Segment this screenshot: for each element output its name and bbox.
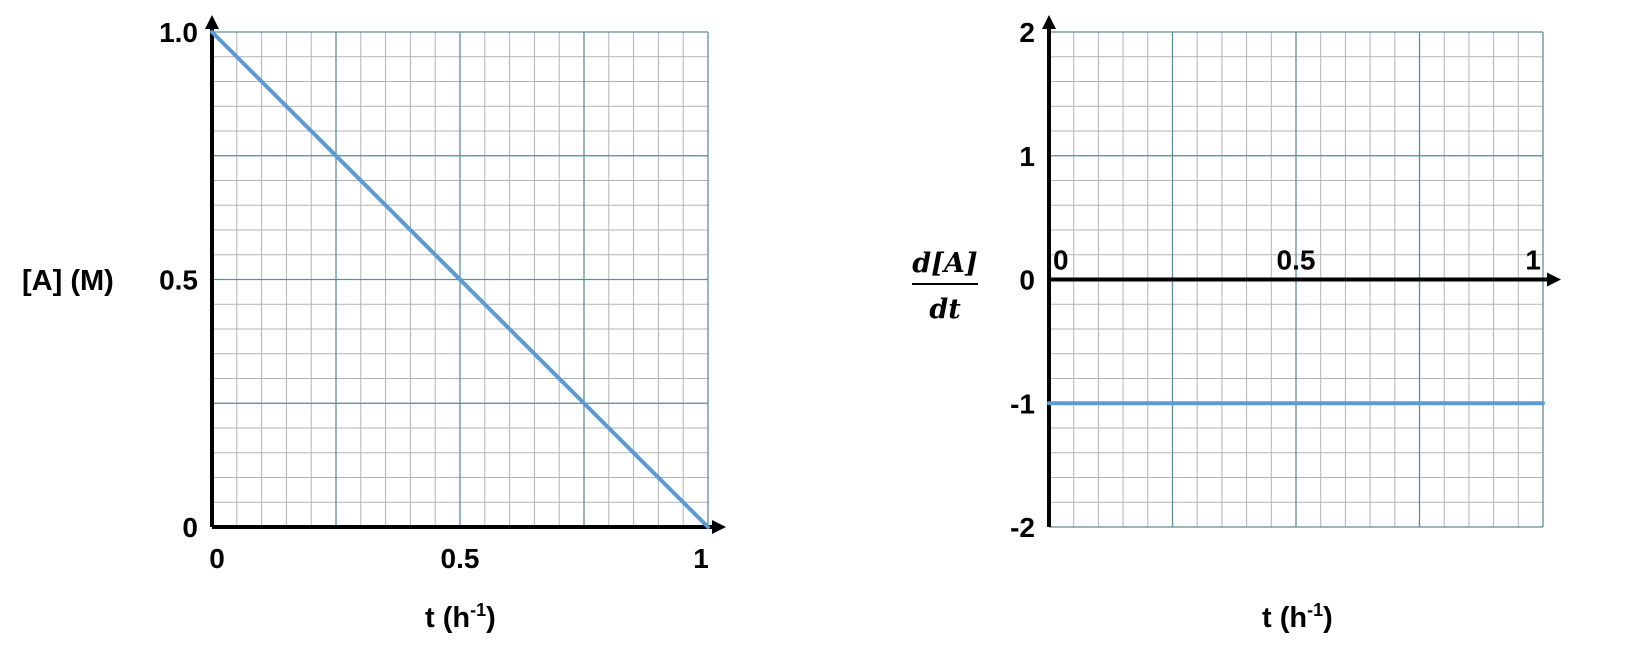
chart1-x-tick-label: 1	[693, 543, 709, 574]
rate-vs-time-chart: 0 0.5 1 -2 -1 0 1 2 d[A] dt t (h-1)	[912, 15, 1561, 634]
chart2-x-axis-arrowhead	[1547, 272, 1561, 287]
chart2-x-tick-label: 0	[1053, 245, 1069, 276]
chart1-x-tick-label: 0.5	[441, 543, 480, 574]
chart1-y-axis-arrowhead	[205, 15, 219, 29]
chart2-y-axis-arrowhead	[1042, 15, 1056, 29]
chart2-y-label-numerator: d[A]	[912, 248, 977, 279]
chart2-x-tick-label: 0.5	[1277, 245, 1316, 276]
chart1-y-tick-label: 1.0	[159, 17, 198, 48]
chart1-x-tick-label: 0	[209, 543, 225, 574]
chart2-y-label-denominator: dt	[929, 294, 961, 325]
chart1-y-tick-label: 0.5	[159, 265, 198, 296]
concentration-vs-time-chart: 0 0.5 1 0 0.5 1.0 [A] (M) t (h-1)	[22, 15, 726, 634]
chart2-x-tick-label: 1	[1525, 245, 1541, 276]
chart2-x-axis-label: t (h-1)	[1262, 600, 1333, 634]
chart2-y-tick-label: 0	[1019, 265, 1035, 296]
chart2-y-tick-label: -1	[1010, 388, 1035, 419]
chart1-x-axis-arrowhead	[712, 520, 726, 534]
chart2-y-tick-label: 1	[1019, 141, 1035, 172]
chart2-y-tick-label: -2	[1010, 512, 1035, 543]
chart2-y-tick-label: 2	[1019, 17, 1035, 48]
chart1-series-line	[210, 30, 710, 529]
chart1-y-axis-label: [A] (M)	[22, 265, 114, 297]
chart1-y-tick-label: 0	[182, 512, 198, 543]
chart1-x-axis-label: t (h-1)	[425, 600, 496, 634]
chart2-y-axis-label: d[A] dt	[912, 248, 978, 325]
